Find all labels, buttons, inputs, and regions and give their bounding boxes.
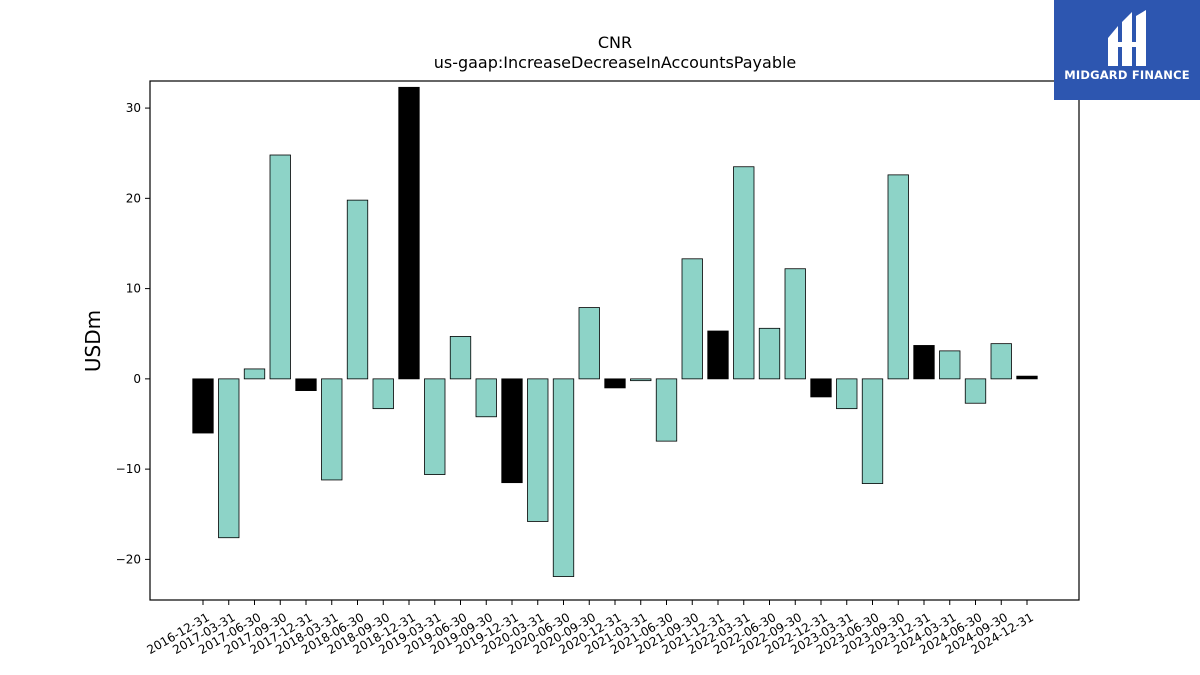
bar — [475, 378, 497, 418]
plot-frame — [149, 80, 1080, 601]
bar — [707, 330, 729, 380]
bar — [784, 268, 806, 380]
y-tick-label: 0 — [133, 372, 141, 386]
bar — [887, 174, 909, 380]
bar — [321, 378, 343, 481]
bar — [398, 86, 420, 380]
y-tick-label: 20 — [126, 191, 141, 205]
chart-subtitle: us-gaap:IncreaseDecreaseInAccountsPayabl… — [434, 53, 797, 72]
bar — [424, 378, 446, 475]
x-axis-ticks: 2016-12-312017-03-312017-06-302017-09-30… — [144, 600, 1036, 657]
bar — [218, 378, 240, 539]
bar — [810, 378, 832, 398]
midgard-logo-icon — [1108, 10, 1146, 66]
bar — [1016, 375, 1038, 380]
bar — [449, 336, 472, 380]
brand-logo: MIDGARD FINANCE — [1054, 0, 1200, 100]
y-tick-label: −10 — [116, 462, 141, 476]
bar — [939, 350, 961, 380]
bar — [733, 166, 755, 380]
bar — [655, 378, 678, 442]
chart-title: CNR — [598, 33, 632, 52]
bar — [192, 378, 214, 434]
y-tick-label: 10 — [126, 282, 141, 296]
bar — [346, 199, 369, 380]
y-tick-label: −20 — [116, 552, 141, 566]
bar — [295, 378, 317, 391]
bar — [758, 327, 781, 380]
bar — [604, 378, 626, 389]
y-tick-label: 30 — [126, 101, 141, 115]
y-axis-ticks: −20 −10 0 10 20 30 — [116, 101, 150, 566]
bar — [964, 378, 987, 404]
bar — [836, 378, 858, 410]
y-axis-label: USDm — [81, 310, 105, 372]
bar — [990, 343, 1012, 380]
bar — [552, 378, 575, 577]
bars-group — [192, 86, 1038, 577]
bar — [243, 368, 266, 380]
bar — [527, 378, 549, 522]
bar — [578, 307, 600, 380]
bar — [681, 258, 703, 380]
bar — [372, 378, 394, 410]
bar — [269, 154, 291, 380]
bar — [501, 378, 523, 484]
brand-name: MIDGARD FINANCE — [1064, 68, 1190, 82]
bar — [861, 378, 884, 484]
bar — [913, 345, 935, 380]
bar — [630, 378, 652, 382]
